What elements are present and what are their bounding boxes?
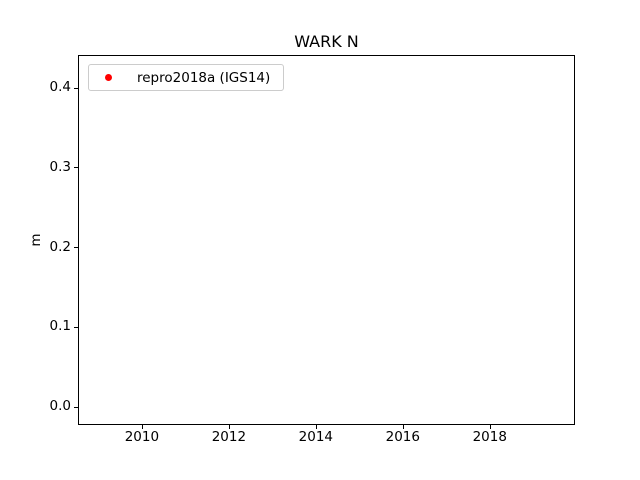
x-tick-mark <box>141 425 143 429</box>
x-tick-mark <box>402 425 404 429</box>
y-tick-mark <box>74 247 78 249</box>
x-tick-label: 2016 <box>385 429 420 445</box>
plot-area <box>78 55 575 425</box>
y-tick-label: 0.1 <box>49 318 71 335</box>
legend-marker-dot-icon <box>105 74 112 81</box>
y-tick-mark <box>74 406 78 408</box>
y-tick-mark <box>74 87 78 89</box>
y-tick-mark <box>74 167 78 169</box>
x-tick-label: 2012 <box>211 429 247 445</box>
x-tick-mark <box>315 425 317 429</box>
y-tick-label: 0.4 <box>49 79 71 96</box>
y-tick-label: 0.3 <box>49 158 71 175</box>
x-tick-mark <box>489 425 491 429</box>
chart-title: WARK N <box>294 32 359 51</box>
legend: repro2018a (IGS14) <box>88 64 284 91</box>
legend-label: repro2018a (IGS14) <box>137 69 271 86</box>
y-tick-mark <box>74 326 78 328</box>
y-tick-label: 0.0 <box>49 398 71 415</box>
x-tick-mark <box>228 425 230 429</box>
x-tick-label: 2018 <box>472 429 507 445</box>
y-tick-label: 0.2 <box>49 238 71 255</box>
x-tick-label: 2014 <box>298 429 334 445</box>
x-tick-label: 2010 <box>124 429 160 445</box>
